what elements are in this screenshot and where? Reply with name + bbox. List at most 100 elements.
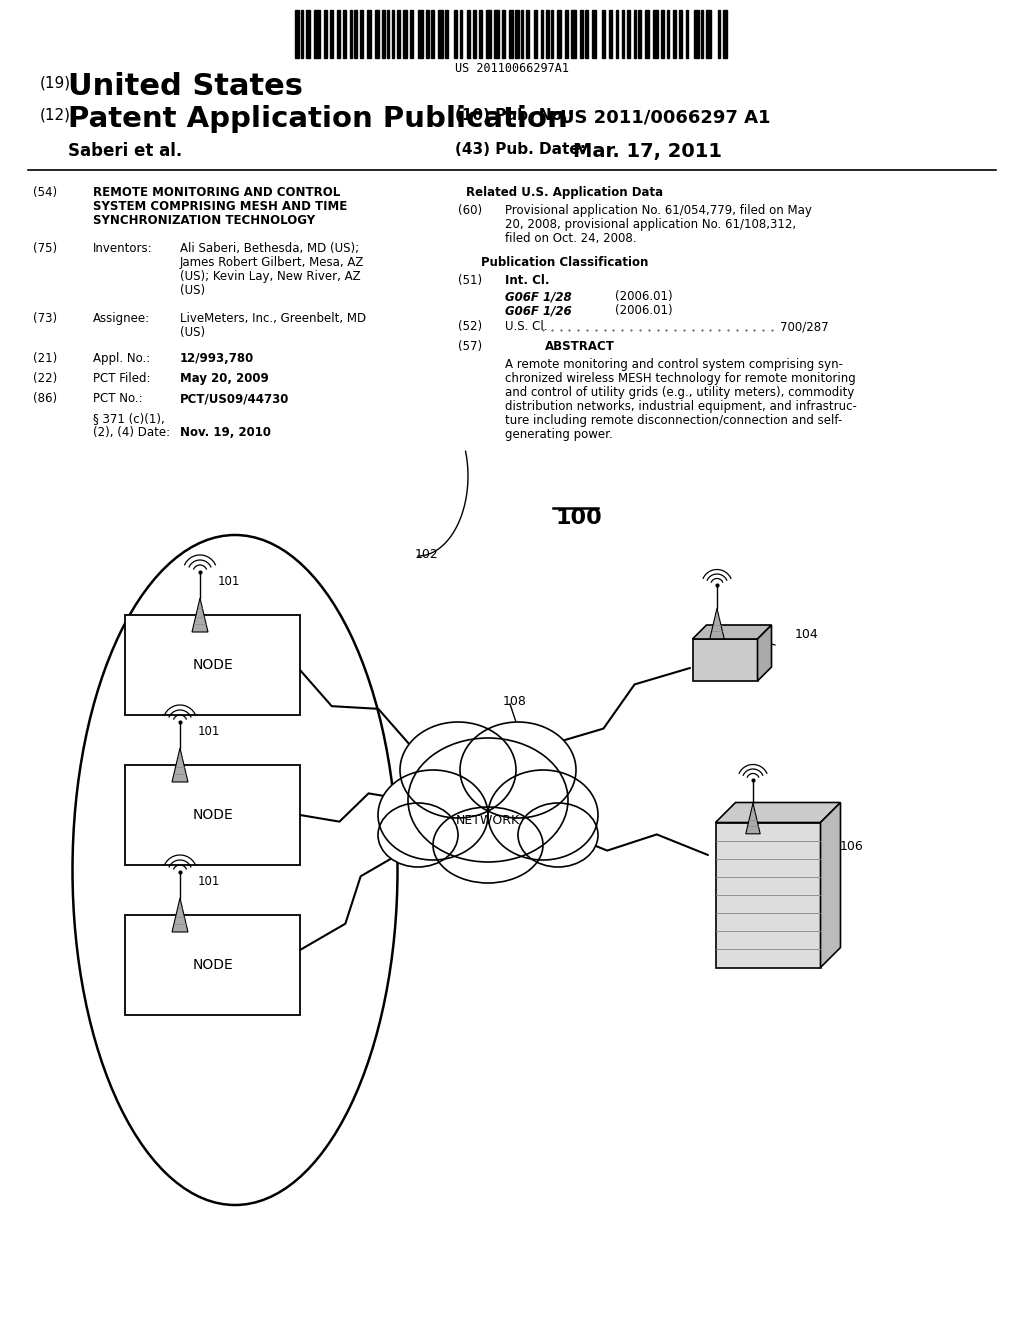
Bar <box>592 11 596 58</box>
Ellipse shape <box>460 722 575 818</box>
Text: PCT Filed:: PCT Filed: <box>93 372 151 385</box>
Text: 101: 101 <box>218 576 241 587</box>
Polygon shape <box>172 898 188 932</box>
Bar <box>392 11 394 58</box>
Text: Publication Classification: Publication Classification <box>481 256 648 269</box>
Polygon shape <box>692 624 771 639</box>
Bar <box>694 11 699 58</box>
Bar <box>546 11 549 58</box>
Bar <box>387 11 389 58</box>
Text: (54): (54) <box>33 186 57 199</box>
Text: G06F 1/28: G06F 1/28 <box>505 290 571 304</box>
Bar <box>502 11 505 58</box>
Bar <box>330 11 333 58</box>
Text: (US): (US) <box>180 326 205 339</box>
Text: US 20110066297A1: US 20110066297A1 <box>455 62 569 75</box>
Text: (22): (22) <box>33 372 57 385</box>
Text: NODE: NODE <box>193 808 232 822</box>
Bar <box>301 11 303 58</box>
Bar <box>526 11 528 58</box>
Text: chronized wireless MESH technology for remote monitoring: chronized wireless MESH technology for r… <box>505 372 856 385</box>
Text: SYSTEM COMPRISING MESH AND TIME: SYSTEM COMPRISING MESH AND TIME <box>93 201 347 213</box>
Text: (75): (75) <box>33 242 57 255</box>
Bar <box>673 11 676 58</box>
Bar <box>479 11 482 58</box>
Polygon shape <box>172 748 188 781</box>
Text: Nov. 19, 2010: Nov. 19, 2010 <box>180 426 271 440</box>
Bar <box>509 11 513 58</box>
Text: and control of utility grids (e.g., utility meters), commodity: and control of utility grids (e.g., util… <box>505 385 854 399</box>
Text: (57): (57) <box>458 341 482 352</box>
Bar <box>602 11 605 58</box>
Bar <box>679 11 682 58</box>
Bar <box>638 11 641 58</box>
Text: ABSTRACT: ABSTRACT <box>545 341 615 352</box>
Bar <box>660 11 664 58</box>
Bar <box>295 11 299 58</box>
Bar <box>375 11 379 58</box>
Bar <box>723 11 727 58</box>
Text: (US); Kevin Lay, New River, AZ: (US); Kevin Lay, New River, AZ <box>180 271 360 282</box>
Bar <box>410 11 413 58</box>
Bar <box>444 11 447 58</box>
Text: A remote monitoring and control system comprising syn-: A remote monitoring and control system c… <box>505 358 843 371</box>
Bar <box>454 11 458 58</box>
Bar <box>581 11 584 58</box>
Text: ture including remote disconnection/connection and self-: ture including remote disconnection/conn… <box>505 414 843 426</box>
Bar <box>716 822 820 968</box>
Bar <box>350 11 352 58</box>
Bar <box>125 615 300 715</box>
Bar <box>652 11 657 58</box>
Text: James Robert Gilbert, Mesa, AZ: James Robert Gilbert, Mesa, AZ <box>180 256 365 269</box>
Text: (86): (86) <box>33 392 57 405</box>
Bar <box>418 11 423 58</box>
Polygon shape <box>716 803 841 822</box>
Text: (10) Pub. No.:: (10) Pub. No.: <box>455 108 573 123</box>
Ellipse shape <box>433 807 543 883</box>
Ellipse shape <box>408 738 568 862</box>
Text: 106: 106 <box>840 840 864 853</box>
Text: (19): (19) <box>40 75 71 90</box>
Text: NODE: NODE <box>193 657 232 672</box>
Bar <box>622 11 624 58</box>
Text: (60): (60) <box>458 205 482 216</box>
Text: Provisional application No. 61/054,779, filed on May: Provisional application No. 61/054,779, … <box>505 205 812 216</box>
Text: Saberi et al.: Saberi et al. <box>68 143 182 160</box>
Bar <box>616 11 618 58</box>
Bar <box>701 11 703 58</box>
Text: Mar. 17, 2011: Mar. 17, 2011 <box>573 143 722 161</box>
Bar <box>667 11 669 58</box>
Ellipse shape <box>488 770 598 861</box>
Text: REMOTE MONITORING AND CONTROL: REMOTE MONITORING AND CONTROL <box>93 186 340 199</box>
Bar <box>467 11 470 58</box>
Ellipse shape <box>518 803 598 867</box>
Bar <box>634 11 636 58</box>
Bar <box>686 11 688 58</box>
Text: United States: United States <box>68 73 303 102</box>
Bar <box>495 11 499 58</box>
Text: filed on Oct. 24, 2008.: filed on Oct. 24, 2008. <box>505 232 637 246</box>
Bar <box>564 11 567 58</box>
Text: Int. Cl.: Int. Cl. <box>505 275 550 286</box>
Text: PCT/US09/44730: PCT/US09/44730 <box>180 392 290 405</box>
Text: PCT No.:: PCT No.: <box>93 392 142 405</box>
Bar <box>541 11 543 58</box>
Text: 104: 104 <box>795 628 819 642</box>
Bar <box>645 11 649 58</box>
Text: (51): (51) <box>458 275 482 286</box>
Text: 20, 2008, provisional application No. 61/108,312,: 20, 2008, provisional application No. 61… <box>505 218 796 231</box>
Ellipse shape <box>378 770 488 861</box>
Polygon shape <box>193 598 208 632</box>
Polygon shape <box>710 609 724 639</box>
Text: US 2011/0066297 A1: US 2011/0066297 A1 <box>560 108 770 125</box>
Text: Inventors:: Inventors: <box>93 242 153 255</box>
Text: (2), (4) Date:: (2), (4) Date: <box>93 426 170 440</box>
Text: 12/993,780: 12/993,780 <box>180 352 254 366</box>
Text: 102: 102 <box>415 548 438 561</box>
Text: G06F 1/26: G06F 1/26 <box>505 304 571 317</box>
Text: 101: 101 <box>198 875 220 888</box>
Text: (52): (52) <box>458 319 482 333</box>
Text: 100: 100 <box>555 508 602 528</box>
Bar <box>403 11 407 58</box>
Text: distribution networks, industrial equipment, and infrastruc-: distribution networks, industrial equipm… <box>505 400 857 413</box>
